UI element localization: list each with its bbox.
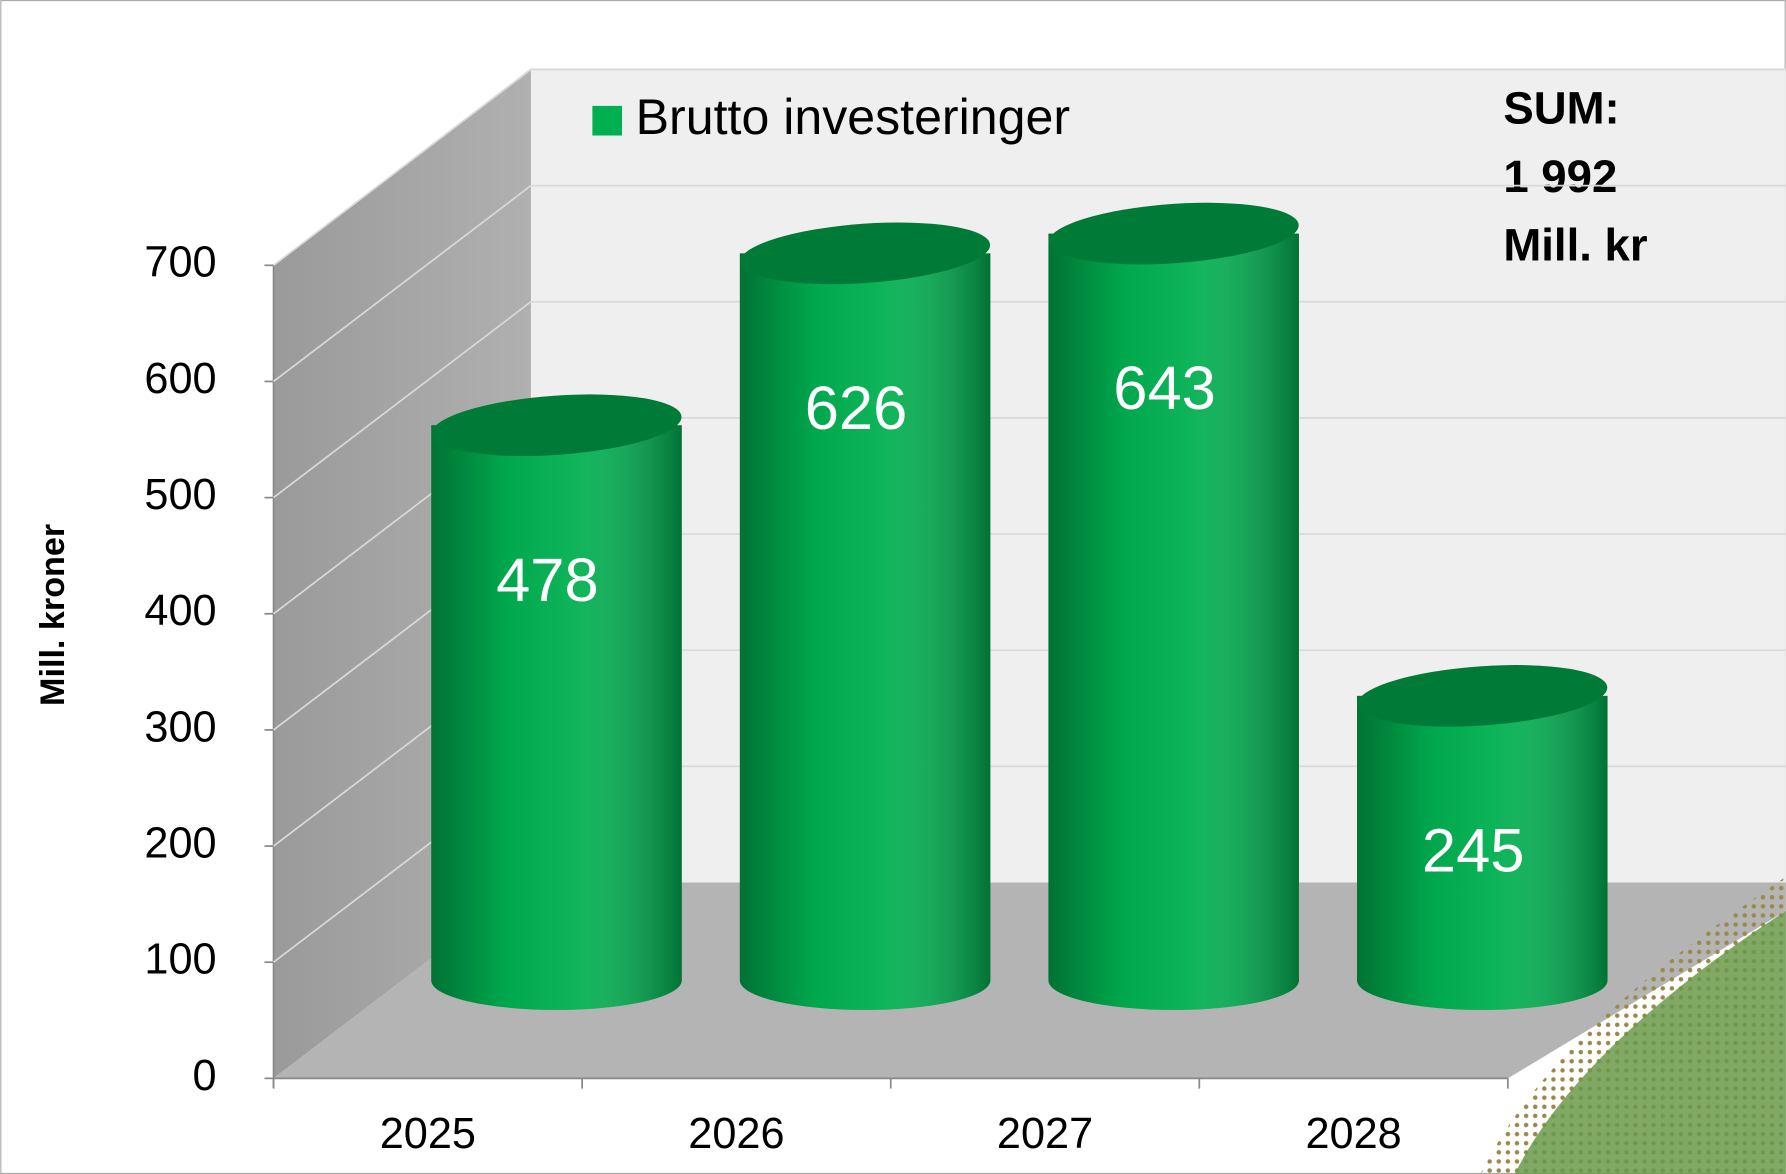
- x-tick-label: 2025: [380, 1110, 476, 1158]
- x-tick-label: 2028: [1305, 1110, 1401, 1158]
- bar-shade: [431, 425, 682, 1011]
- data-label: 643: [1113, 354, 1216, 423]
- data-label: 245: [1422, 817, 1525, 886]
- legend-swatch: [592, 105, 622, 136]
- bar-top-shade: [1048, 202, 1299, 265]
- x-tick-label: 2027: [997, 1110, 1093, 1158]
- bar-shade: [1048, 233, 1299, 1011]
- y-tick-label: 0: [193, 1052, 217, 1100]
- bar-top: [1357, 665, 1608, 727]
- decoration: [1514, 910, 1786, 1174]
- annotation: Mill. kr: [1503, 219, 1648, 270]
- bar-shade: [739, 253, 991, 1011]
- y-tick-label: 100: [144, 936, 216, 984]
- bar-top: [431, 394, 682, 457]
- bar-top: [740, 222, 991, 285]
- bar-top-shade: [740, 222, 991, 285]
- data-label: 478: [496, 546, 599, 615]
- grid-line: [273, 184, 1786, 383]
- y-axis-title: Mill. kroner: [34, 524, 72, 706]
- bar-top-shade: [1357, 665, 1608, 727]
- legend-label: Brutto investeringer: [636, 89, 1070, 145]
- bar-shade: [1357, 695, 1608, 1011]
- data-label: 626: [805, 374, 908, 443]
- y-tick-label: 500: [144, 471, 216, 519]
- y-tick-label: 400: [144, 587, 216, 635]
- y-tick-label: 700: [144, 239, 216, 287]
- y-tick-label: 200: [144, 819, 216, 867]
- y-tick-label: 300: [144, 703, 216, 751]
- grid-line: [273, 300, 1786, 499]
- bar-top-shade: [431, 394, 682, 457]
- annotation: SUM:: [1503, 83, 1619, 134]
- annotation: 1 992: [1503, 151, 1617, 202]
- x-tick-label: 2026: [688, 1110, 784, 1158]
- y-tick-label: 600: [144, 355, 216, 403]
- bar-top: [1048, 202, 1299, 265]
- grid-line: [273, 68, 1786, 266]
